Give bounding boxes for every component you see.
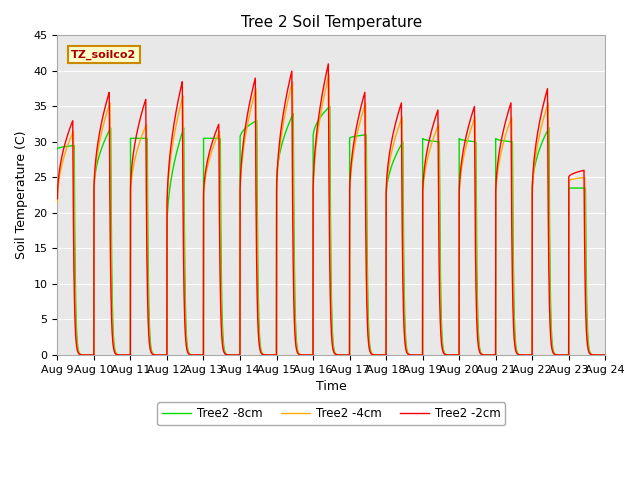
Tree2 -2cm	[165, 165, 173, 170]
Tree2 -4cm	[171, 131, 179, 136]
Tree2 -2cm	[54, 196, 61, 202]
Tree2 -2cm	[171, 118, 179, 123]
Tree2 -4cm	[602, 352, 609, 358]
Tree2 -2cm	[485, 352, 493, 358]
Tree2 -8cm	[485, 352, 493, 358]
Tree2 -2cm	[324, 61, 332, 67]
Tree2 -2cm	[600, 352, 607, 358]
Tree2 -4cm	[165, 173, 173, 179]
Tree2 -4cm	[259, 351, 266, 357]
Tree2 -2cm	[407, 352, 415, 358]
Tree2 -8cm	[326, 104, 333, 109]
Tree2 -8cm	[259, 351, 266, 357]
Line: Tree2 -2cm: Tree2 -2cm	[58, 64, 605, 355]
Tree2 -8cm	[407, 352, 415, 358]
Tree2 -8cm	[600, 352, 607, 358]
Tree2 -2cm	[259, 351, 266, 357]
Tree2 -4cm	[325, 72, 333, 77]
Title: Tree 2 Soil Temperature: Tree 2 Soil Temperature	[241, 15, 422, 30]
Line: Tree2 -8cm: Tree2 -8cm	[58, 107, 605, 355]
X-axis label: Time: Time	[316, 380, 347, 393]
Y-axis label: Soil Temperature (C): Soil Temperature (C)	[15, 131, 28, 259]
Line: Tree2 -4cm: Tree2 -4cm	[58, 74, 605, 355]
Tree2 -8cm	[171, 158, 179, 164]
Tree2 -2cm	[602, 352, 609, 358]
Tree2 -4cm	[485, 352, 493, 358]
Text: TZ_soilco2: TZ_soilco2	[71, 50, 136, 60]
Tree2 -8cm	[54, 146, 61, 152]
Tree2 -8cm	[165, 194, 173, 200]
Tree2 -4cm	[407, 352, 415, 358]
Tree2 -4cm	[600, 352, 607, 358]
Legend: Tree2 -8cm, Tree2 -4cm, Tree2 -2cm: Tree2 -8cm, Tree2 -4cm, Tree2 -2cm	[157, 402, 506, 425]
Tree2 -4cm	[54, 199, 61, 205]
Tree2 -8cm	[602, 352, 609, 358]
